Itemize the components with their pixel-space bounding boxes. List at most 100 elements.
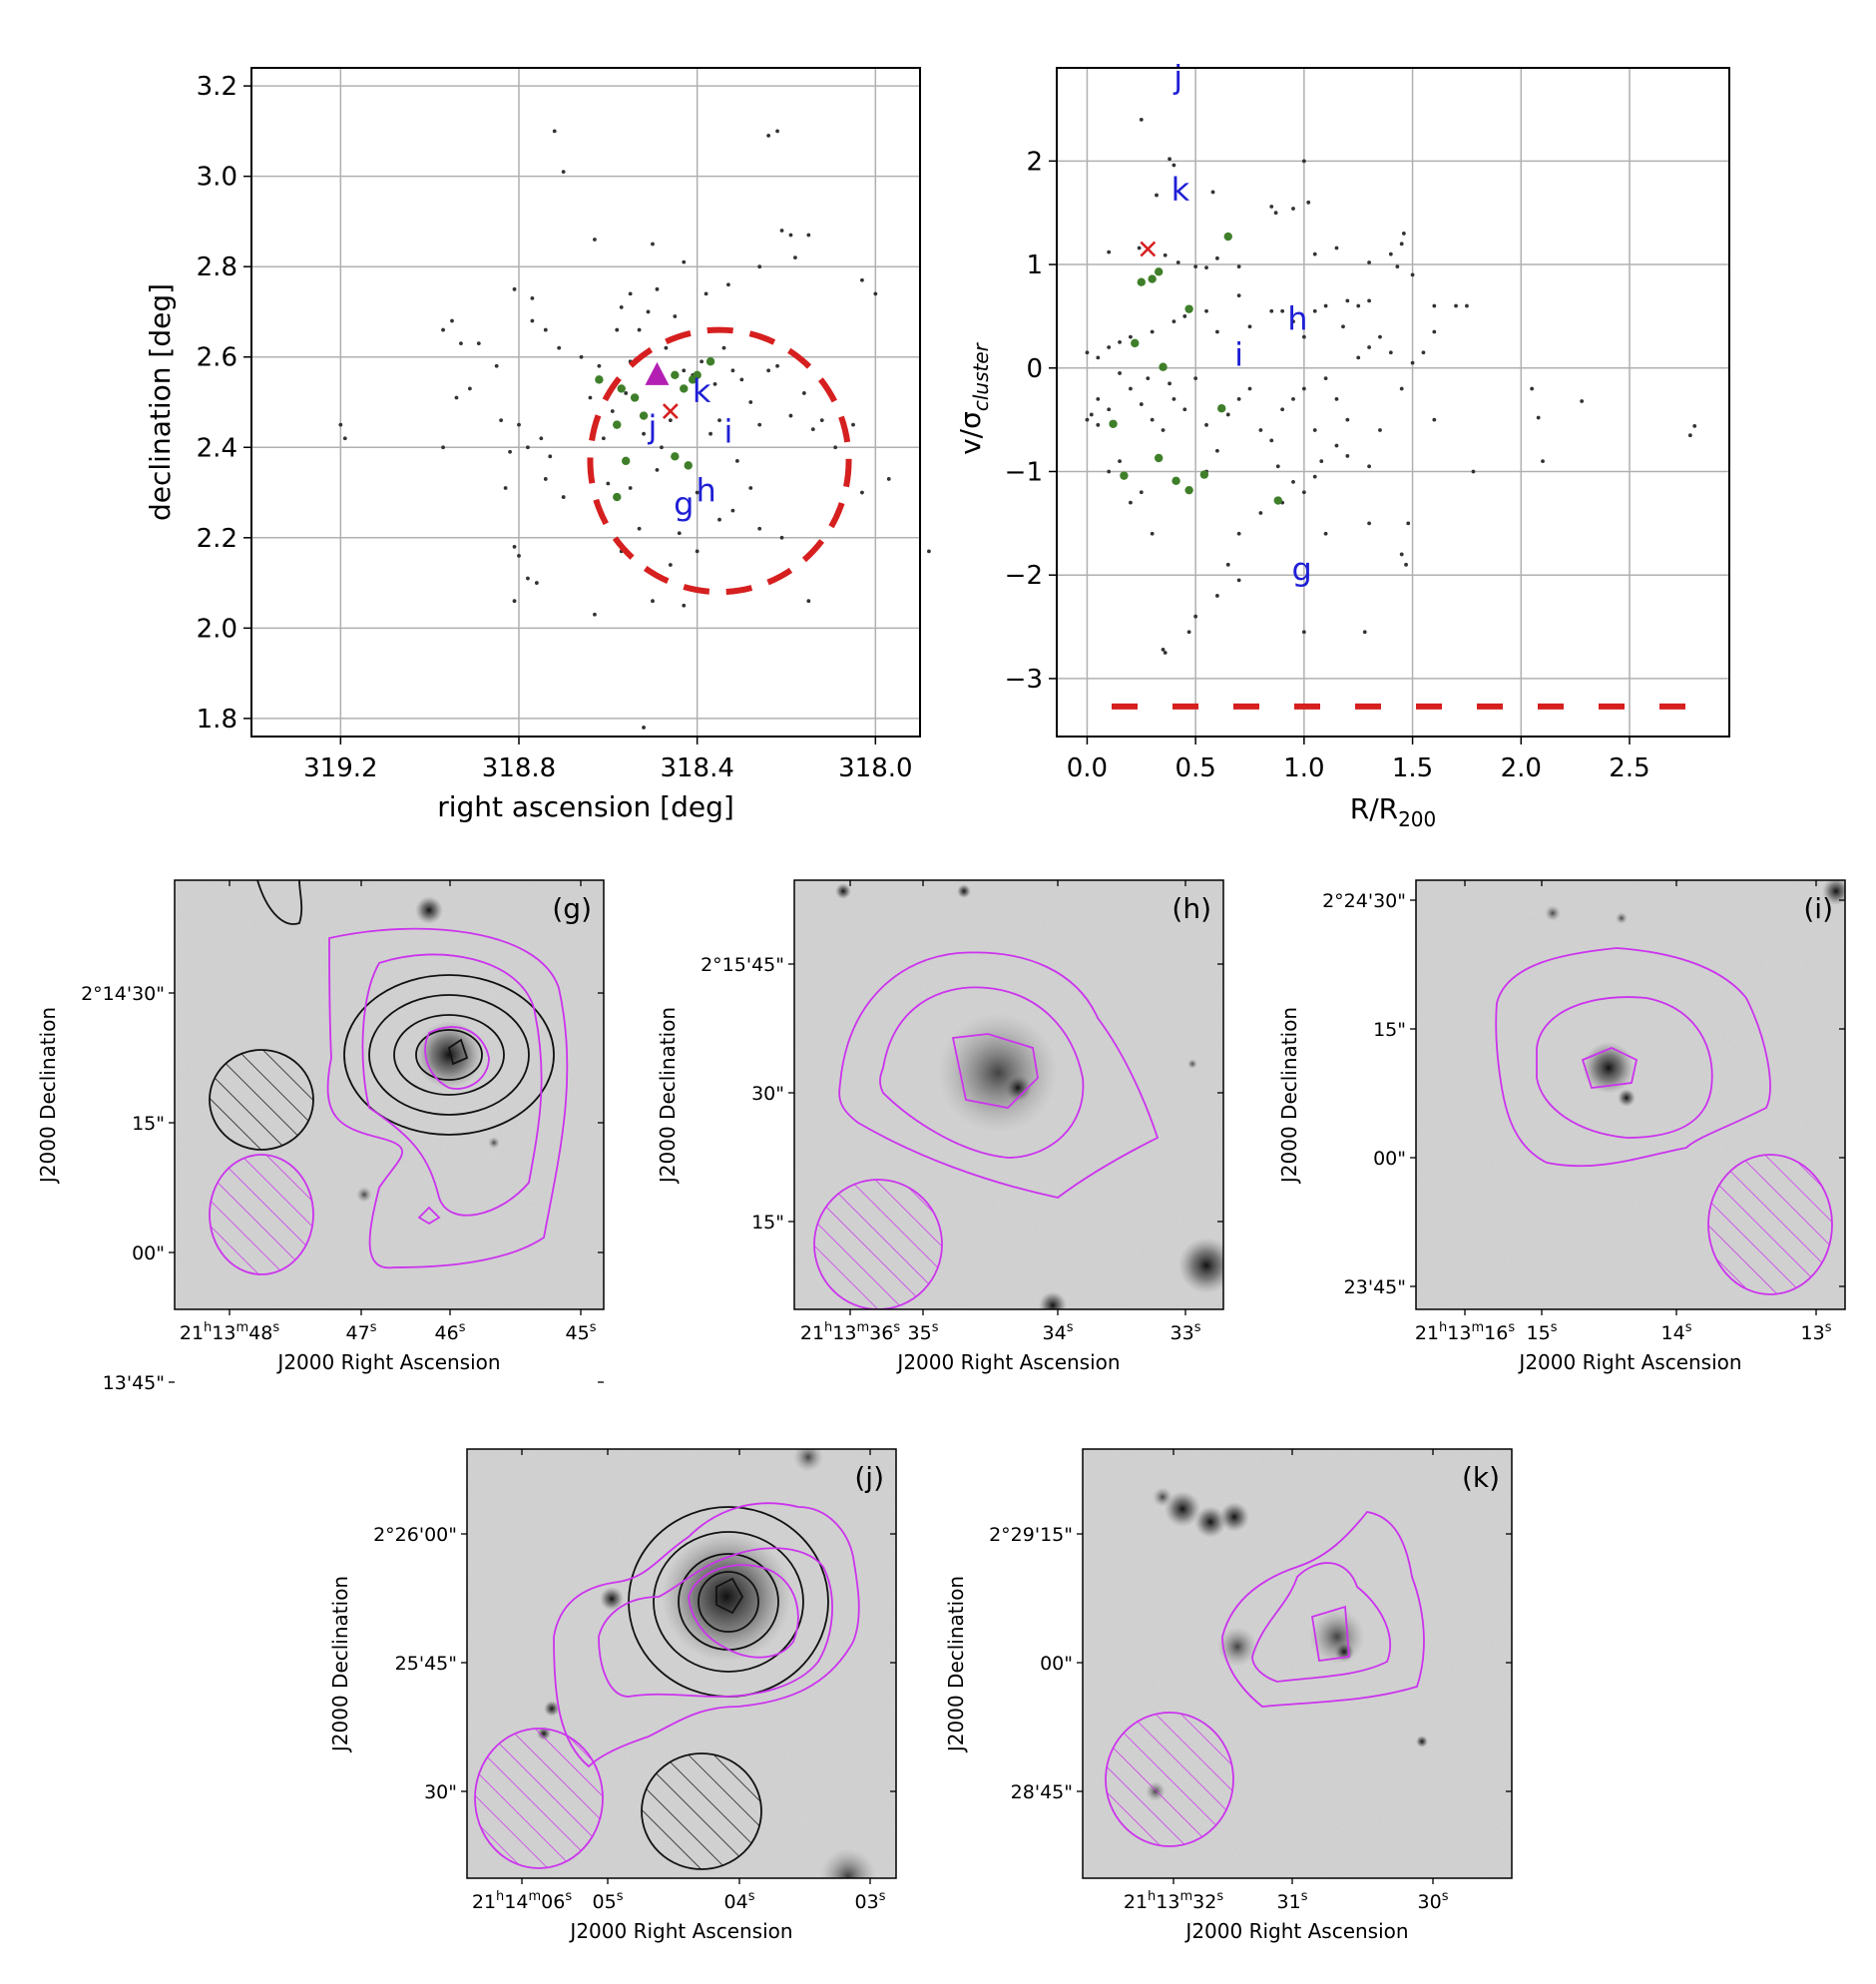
phase-member-point: [1129, 500, 1133, 505]
black-contour: [447, 1038, 469, 1066]
phase-member-point: [1356, 355, 1361, 360]
phase-member-point: [1225, 412, 1230, 417]
cutout-ylabel: J2000 Declination: [328, 1576, 352, 1753]
xtick-m-unit: m: [1179, 1889, 1192, 1904]
phase-member-point: [1225, 562, 1230, 567]
cutout-source: [356, 1187, 372, 1203]
phase-member-point: [1258, 511, 1263, 515]
phase-member-point: [1107, 469, 1112, 474]
xtick-hours: 21: [1124, 1891, 1148, 1913]
sky-member-point: [561, 495, 566, 499]
xtick-s-unit: s: [1067, 1320, 1074, 1335]
sky-member-point: [788, 233, 793, 238]
cutout-source: [415, 896, 443, 924]
sky-highlight-point: [617, 384, 626, 393]
sky-member-point: [610, 409, 615, 413]
cutout-xtick-label: 04s: [724, 1889, 755, 1913]
phase-member-point: [1280, 407, 1285, 412]
xtick-minutes: 13: [832, 1322, 856, 1344]
cutout-source: [835, 883, 851, 899]
sky-xlabel: right ascension [deg]: [437, 790, 734, 823]
sky-member-point: [543, 327, 548, 332]
sky-member-point: [717, 418, 721, 423]
phase-ytick-label: 0: [1026, 354, 1043, 384]
sky-member-point: [503, 486, 508, 490]
sky-member-point: [788, 413, 793, 418]
xtick-seconds: 33: [1171, 1322, 1194, 1344]
phase-member-point: [1247, 386, 1252, 391]
phase-member-point: [1118, 339, 1122, 344]
phase-grid: [1057, 68, 1729, 737]
cutout-ytick-label: 13'45": [103, 1372, 165, 1394]
phase-member-point: [1269, 308, 1274, 313]
cutout-source: [1217, 1627, 1257, 1667]
phase-member-point: [1432, 329, 1437, 334]
cutout-ytick-label: 15": [132, 1113, 165, 1135]
phase-xtick-label: 2.0: [1501, 753, 1542, 783]
sky-label-i: i: [723, 413, 732, 451]
xtick-h-unit: h: [496, 1889, 504, 1904]
xtick-h-unit: h: [824, 1320, 832, 1335]
phase-member-point: [1345, 417, 1350, 422]
cutout-source: [488, 1137, 500, 1149]
sky-member-point: [730, 508, 735, 513]
xtick-s-unit: s: [748, 1889, 755, 1904]
xtick-hours: 21: [1415, 1322, 1439, 1344]
phase-member-point: [1175, 260, 1180, 264]
sky-member-point: [757, 264, 762, 269]
cutout-xlabel: J2000 Right Ascension: [1517, 1350, 1741, 1374]
xtick-s-unit: s: [1194, 1320, 1201, 1335]
cutout-xtick-label: 34s: [1043, 1320, 1074, 1344]
cutout-source: [1004, 1074, 1032, 1102]
phase-annotations: j k h i g: [1112, 59, 1699, 710]
phase-member-point: [1214, 594, 1219, 598]
phase-member-point: [1301, 159, 1306, 164]
sky-member-point: [860, 490, 864, 495]
xtick-seconds: 30: [1418, 1891, 1442, 1913]
xtick-s-unit: s: [1216, 1889, 1223, 1904]
sky-member-point: [508, 449, 512, 454]
sky-r200-circle: [587, 326, 852, 596]
phase-xtick-label: 0.5: [1174, 753, 1215, 783]
cutout-source: [820, 1848, 876, 1878]
magenta-contour: [879, 986, 1085, 1159]
cutout-panel-j: (j)2°26'00"25'45"30"21h14m06s 05s 04s 03sJ2…: [328, 1448, 897, 1943]
cutout-panel-label: (g): [552, 892, 592, 925]
phase-member-point: [1301, 386, 1306, 391]
sky-member-point: [708, 431, 712, 436]
sky-highlight-point: [693, 370, 702, 380]
phase-ytick-label: −2: [1005, 561, 1043, 591]
sky-member-point: [637, 327, 642, 332]
xtick-s-unit: s: [1301, 1889, 1308, 1904]
cutout-xtick-label: 47s: [346, 1320, 377, 1344]
phase-member-point: [1432, 303, 1437, 308]
phase-member-point: [1334, 396, 1339, 401]
cutout-source: [1416, 1736, 1428, 1747]
sky-member-point: [441, 445, 445, 450]
phase-member-point: [1150, 531, 1155, 536]
cutout-ytick-label: 15": [1373, 1019, 1406, 1041]
cutout-panel-label: (k): [1462, 1461, 1500, 1494]
sky-highlight-point: [622, 456, 631, 466]
magenta-contour: [417, 1206, 441, 1226]
sky-member-point: [793, 255, 797, 260]
sky-cross-marker: [662, 403, 679, 419]
cutout-panel-g: (g)2°14'30"15"00"13'45"21h13m48s 47s 46s 45…: [36, 879, 605, 1394]
phase-member-point: [1214, 329, 1219, 334]
sky-highlight-point: [684, 461, 693, 470]
phase-label-i: i: [1234, 336, 1243, 374]
magenta-contour: [1310, 1605, 1350, 1663]
xtick-s-unit: s: [879, 1889, 886, 1904]
cutout-ytick-label: 30": [751, 1083, 784, 1105]
phase-xlabel: R/R200: [1350, 792, 1437, 831]
phase-label-k: k: [1172, 171, 1190, 209]
sky-member-point: [664, 345, 669, 350]
phase-xtick-label: 0.0: [1067, 753, 1108, 783]
xtick-h-unit: h: [1148, 1889, 1156, 1904]
sky-ytick-label: 3.0: [197, 163, 237, 193]
cutout-xtick-label: 13s: [1801, 1320, 1832, 1344]
phase-member-point: [1269, 205, 1274, 209]
cutout-xtick-label: 33s: [1171, 1320, 1201, 1344]
sky-member-point: [646, 309, 651, 314]
sky-member-point: [775, 363, 779, 368]
